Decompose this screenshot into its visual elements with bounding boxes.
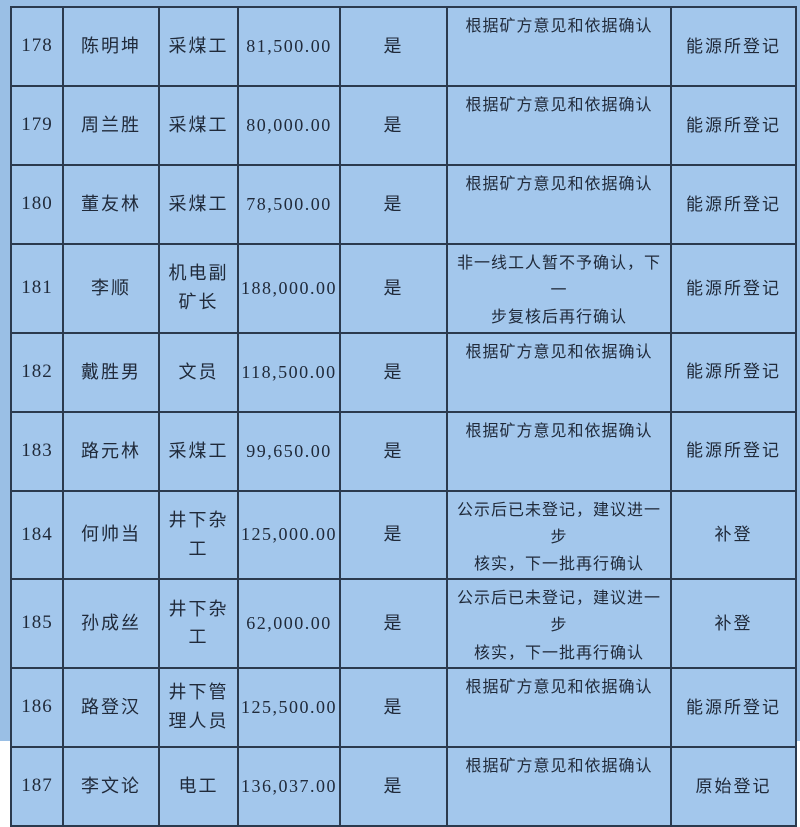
cell-amount: 125,000.00	[237, 489, 341, 581]
cell-remark: 根据矿方意见和依据确认	[446, 331, 672, 413]
cell-name: 路登汉	[62, 666, 160, 748]
cell-seq: 178	[10, 6, 64, 87]
cell-amount: 78,500.00	[237, 164, 341, 245]
cell-job: 井下管 理人员	[158, 666, 239, 748]
cell-amount: 188,000.00	[237, 243, 341, 334]
cell-confirm: 是	[339, 745, 448, 827]
cell-name: 孙成丝	[62, 578, 160, 669]
cell-job: 采煤工	[158, 164, 239, 245]
cell-remark: 根据矿方意见和依据确认	[446, 164, 672, 245]
cell-amount: 118,500.00	[237, 331, 341, 413]
cell-amount: 125,500.00	[237, 666, 341, 748]
cell-confirm: 是	[339, 243, 448, 334]
cell-remark: 根据矿方意见和依据确认	[446, 6, 672, 87]
cell-seq: 181	[10, 243, 64, 334]
cell-remark: 根据矿方意见和依据确认	[446, 410, 672, 492]
cell-remark: 非一线工人暂不予确认，下一 步复核后再行确认	[446, 243, 672, 334]
table-row: 182 戴胜男 文员 118,500.00 是 根据矿方意见和依据确认 能源所登…	[10, 331, 797, 413]
cell-status: 补登	[670, 578, 797, 669]
cell-status: 能源所登记	[670, 243, 797, 334]
cell-confirm: 是	[339, 489, 448, 581]
cell-name: 董友林	[62, 164, 160, 245]
cell-status: 原始登记	[670, 745, 797, 827]
cell-amount: 62,000.00	[237, 578, 341, 669]
cell-amount: 80,000.00	[237, 85, 341, 166]
cell-remark: 公示后已未登记，建议进一步 核实，下一批再行确认	[446, 578, 672, 669]
cell-name: 李顺	[62, 243, 160, 334]
cell-confirm: 是	[339, 331, 448, 413]
cell-job: 文员	[158, 331, 239, 413]
cell-confirm: 是	[339, 410, 448, 492]
cell-name: 周兰胜	[62, 85, 160, 166]
cell-name: 何帅当	[62, 489, 160, 581]
cell-status: 能源所登记	[670, 85, 797, 166]
cell-confirm: 是	[339, 578, 448, 669]
cell-status: 能源所登记	[670, 164, 797, 245]
salary-confirmation-table: 178 陈明坤 采煤工 81,500.00 是 根据矿方意见和依据确认 能源所登…	[10, 6, 797, 827]
cell-job: 井下杂 工	[158, 489, 239, 581]
cell-status: 能源所登记	[670, 331, 797, 413]
cell-seq: 184	[10, 489, 64, 581]
cell-remark: 根据矿方意见和依据确认	[446, 85, 672, 166]
table-row: 187 李文论 电工 136,037.00 是 根据矿方意见和依据确认 原始登记	[10, 745, 797, 827]
cell-seq: 186	[10, 666, 64, 748]
table-row: 179 周兰胜 采煤工 80,000.00 是 根据矿方意见和依据确认 能源所登…	[10, 85, 797, 166]
cell-job: 机电副 矿长	[158, 243, 239, 334]
table-row: 186 路登汉 井下管 理人员 125,500.00 是 根据矿方意见和依据确认…	[10, 666, 797, 748]
cell-status: 补登	[670, 489, 797, 581]
table-row: 183 路元林 采煤工 99,650.00 是 根据矿方意见和依据确认 能源所登…	[10, 410, 797, 492]
cell-name: 陈明坤	[62, 6, 160, 87]
table-row: 184 何帅当 井下杂 工 125,000.00 是 公示后已未登记，建议进一步…	[10, 489, 797, 581]
cell-job: 采煤工	[158, 85, 239, 166]
cell-job: 井下杂 工	[158, 578, 239, 669]
cell-status: 能源所登记	[670, 410, 797, 492]
cell-amount: 81,500.00	[237, 6, 341, 87]
table-row: 178 陈明坤 采煤工 81,500.00 是 根据矿方意见和依据确认 能源所登…	[10, 6, 797, 87]
cell-name: 戴胜男	[62, 331, 160, 413]
cell-amount: 99,650.00	[237, 410, 341, 492]
cell-confirm: 是	[339, 164, 448, 245]
table-row: 181 李顺 机电副 矿长 188,000.00 是 非一线工人暂不予确认，下一…	[10, 243, 797, 334]
cell-remark: 公示后已未登记，建议进一步 核实，下一批再行确认	[446, 489, 672, 581]
cell-seq: 187	[10, 745, 64, 827]
cell-amount: 136,037.00	[237, 745, 341, 827]
cell-seq: 185	[10, 578, 64, 669]
cell-seq: 183	[10, 410, 64, 492]
cell-seq: 182	[10, 331, 64, 413]
cell-remark: 根据矿方意见和依据确认	[446, 745, 672, 827]
cell-seq: 180	[10, 164, 64, 245]
table-row: 180 董友林 采煤工 78,500.00 是 根据矿方意见和依据确认 能源所登…	[10, 164, 797, 245]
cell-job: 电工	[158, 745, 239, 827]
cell-remark: 根据矿方意见和依据确认	[446, 666, 672, 748]
cell-seq: 179	[10, 85, 64, 166]
cell-job: 采煤工	[158, 410, 239, 492]
cell-name: 李文论	[62, 745, 160, 827]
cell-confirm: 是	[339, 666, 448, 748]
cell-confirm: 是	[339, 85, 448, 166]
cell-job: 采煤工	[158, 6, 239, 87]
cell-status: 能源所登记	[670, 6, 797, 87]
cell-status: 能源所登记	[670, 666, 797, 748]
cell-confirm: 是	[339, 6, 448, 87]
cell-name: 路元林	[62, 410, 160, 492]
table-row: 185 孙成丝 井下杂 工 62,000.00 是 公示后已未登记，建议进一步 …	[10, 578, 797, 669]
